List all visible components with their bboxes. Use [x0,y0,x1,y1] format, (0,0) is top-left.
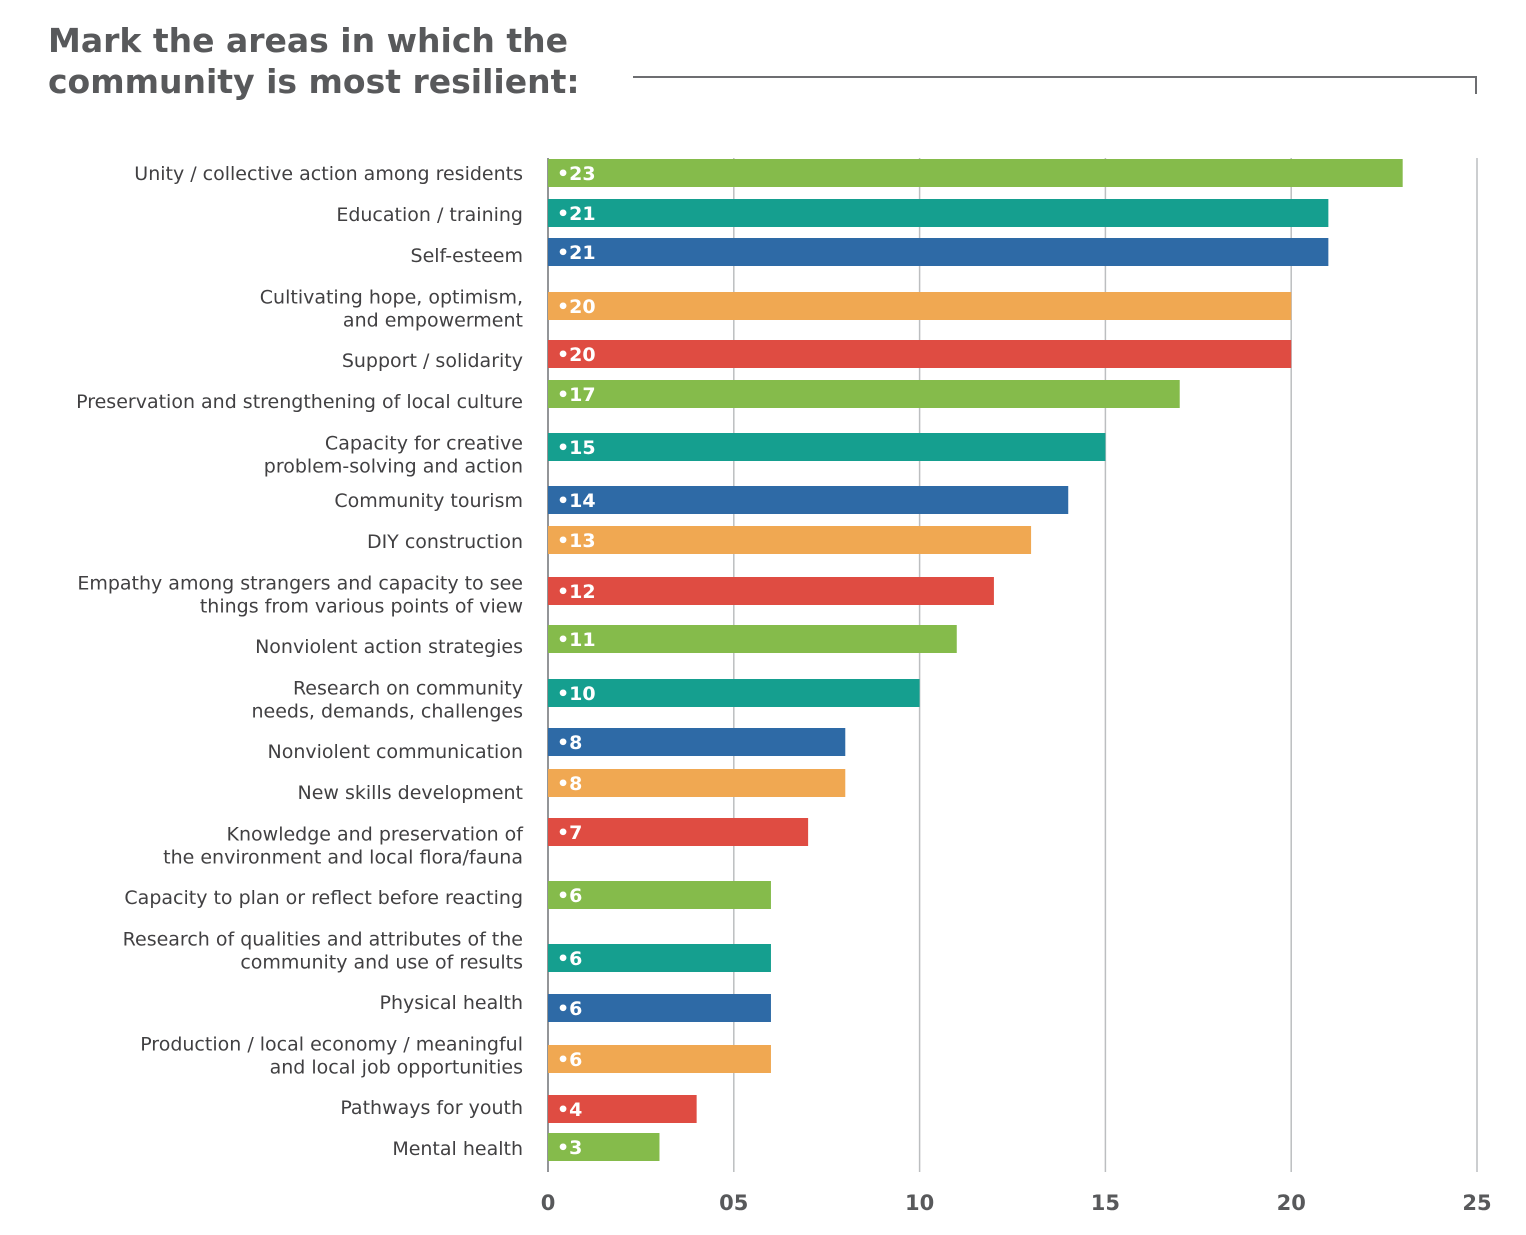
bar-value-label: •14 [557,490,596,512]
bar-value-label: •13 [557,530,596,552]
bar-value-label: •8 [557,732,582,754]
bar [548,486,1069,514]
bar-value-label: •15 [557,437,596,459]
category-label: New skills development [298,782,524,804]
bar [548,1095,697,1123]
category-label: Research on community [293,678,523,700]
x-tick-label: 25 [1462,1191,1491,1215]
bar-value-label: •20 [557,344,596,366]
chart-title-line-1: Mark the areas in which the [48,21,569,60]
title-divider [633,76,1477,78]
x-tick-label: 20 [1277,1191,1306,1215]
bar-value-label: •6 [557,885,582,907]
bar [548,769,846,797]
title-divider-tick [1475,76,1477,94]
x-tick-label: 0 [541,1191,556,1215]
bar-value-label: •6 [557,948,582,970]
category-label: Cultivating hope, optimism, [260,287,523,309]
category-label: Pathways for youth [340,1097,523,1119]
category-label: Support / solidarity [342,350,523,372]
bar [548,994,771,1022]
category-label: Empathy among strangers and capacity to … [77,573,523,595]
chart-title: Mark the areas in which the community is… [48,20,580,102]
chart-title-line-2: community is most resilient: [48,62,580,101]
bar [548,679,920,707]
bar-value-label: •7 [557,822,582,844]
bar-value-label: •10 [557,683,596,705]
bar [548,380,1180,408]
category-label: Production / local economy / meaningful [140,1034,523,1056]
x-axis-ticks: 0 05 10 15 20 25 [541,1191,1492,1215]
bar [548,340,1292,368]
bar [548,433,1106,461]
bars: •23 •21 •21 •20 •20 •17 •15 •14 •13 •12 •11 •10 •8 •8… [548,159,1403,1161]
category-label: Nonviolent communication [268,741,523,763]
bar [548,292,1292,320]
category-label: the environment and local flora/fauna [163,847,523,869]
category-label: Self-esteem [411,245,523,267]
bar-value-label: •20 [557,296,596,318]
category-label: Knowledge and preservation of [227,824,525,846]
category-label: and empowerment [343,310,523,332]
bar [548,159,1403,187]
category-label: Capacity for creative [325,433,523,455]
category-label: Preservation and strengthening of local … [76,391,523,413]
bar-value-label: •6 [557,1049,582,1071]
bar [548,1045,771,1073]
category-label: DIY construction [367,531,523,553]
bar [548,199,1329,227]
category-label: problem-solving and action [264,456,523,478]
category-label: needs, demands, challenges [251,701,523,723]
bar-value-label: •3 [557,1137,582,1159]
x-tick-label: 05 [719,1191,748,1215]
category-label: Education / training [336,204,523,226]
bar [548,577,994,605]
bar-value-label: •17 [557,384,596,406]
bar-value-label: •4 [557,1099,582,1121]
category-label: things from various points of view [200,596,523,618]
bar-value-label: •8 [557,773,582,795]
bar-value-label: •21 [557,242,596,264]
category-label: Mental health [392,1138,523,1160]
category-label: community and use of results [240,952,523,974]
category-label: Unity / collective action among resident… [134,163,523,185]
category-labels: Unity / collective action among resident… [76,163,524,1160]
bar-value-label: •12 [557,581,596,603]
category-label: and local job opportunities [270,1057,523,1079]
bar-value-label: •6 [557,998,582,1020]
category-label: Community tourism [334,490,523,512]
x-tick-label: 10 [905,1191,934,1215]
bar-value-label: •21 [557,203,596,225]
category-label: Capacity to plan or reflect before react… [124,887,523,909]
bar [548,1133,660,1161]
bar-value-label: •23 [557,163,596,185]
x-tick-label: 15 [1091,1191,1120,1215]
bar-value-label: •11 [557,629,596,651]
bar [548,944,771,972]
bar [548,526,1032,554]
bar [548,728,846,756]
bar [548,818,809,846]
category-label: Research of qualities and attributes of … [123,929,523,951]
bar [548,238,1329,266]
category-label: Physical health [380,992,523,1014]
bar [548,881,771,909]
bar [548,625,957,653]
category-label: Nonviolent action strategies [255,636,523,658]
